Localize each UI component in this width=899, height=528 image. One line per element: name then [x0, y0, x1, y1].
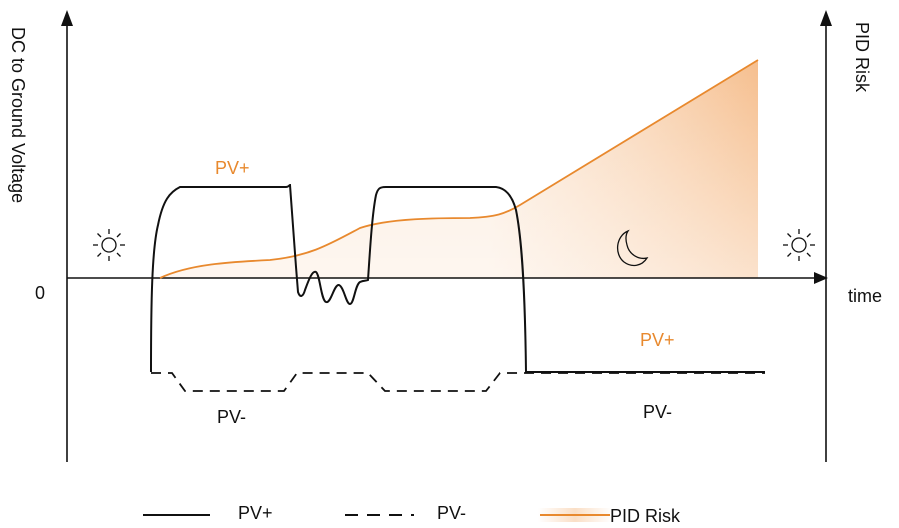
right-y-axis-arrow: [820, 10, 832, 26]
pv-minus-day-label: PV-: [217, 407, 246, 427]
pv-plus-line: [150, 183, 765, 373]
x-axis-arrow: [814, 272, 828, 284]
x-axis-label: time: [848, 286, 882, 306]
right-axis-label: PID Risk: [852, 22, 872, 93]
legend-risk-label: PID Risk: [610, 506, 681, 526]
sun-icon: [93, 229, 125, 261]
zero-label: 0: [35, 283, 45, 303]
legend: PV+ PV- PID Risk: [143, 503, 681, 526]
legend-solid-label: PV+: [238, 503, 273, 523]
pv-plus-night-label: PV+: [640, 330, 675, 350]
pid-risk-area-fade: [160, 60, 758, 278]
moon-icon: [617, 229, 649, 267]
sun-icon: [783, 229, 815, 261]
pid-risk-line: [159, 59, 759, 279]
legend-dashed-label: PV-: [437, 503, 466, 523]
left-y-axis-arrow: [61, 10, 73, 26]
left-axis-label: DC to Ground Voltage: [8, 27, 28, 203]
pv-minus-line: [151, 372, 765, 392]
pv-plus-day-label: PV+: [215, 158, 250, 178]
pv-minus-night-label: PV-: [643, 402, 672, 422]
